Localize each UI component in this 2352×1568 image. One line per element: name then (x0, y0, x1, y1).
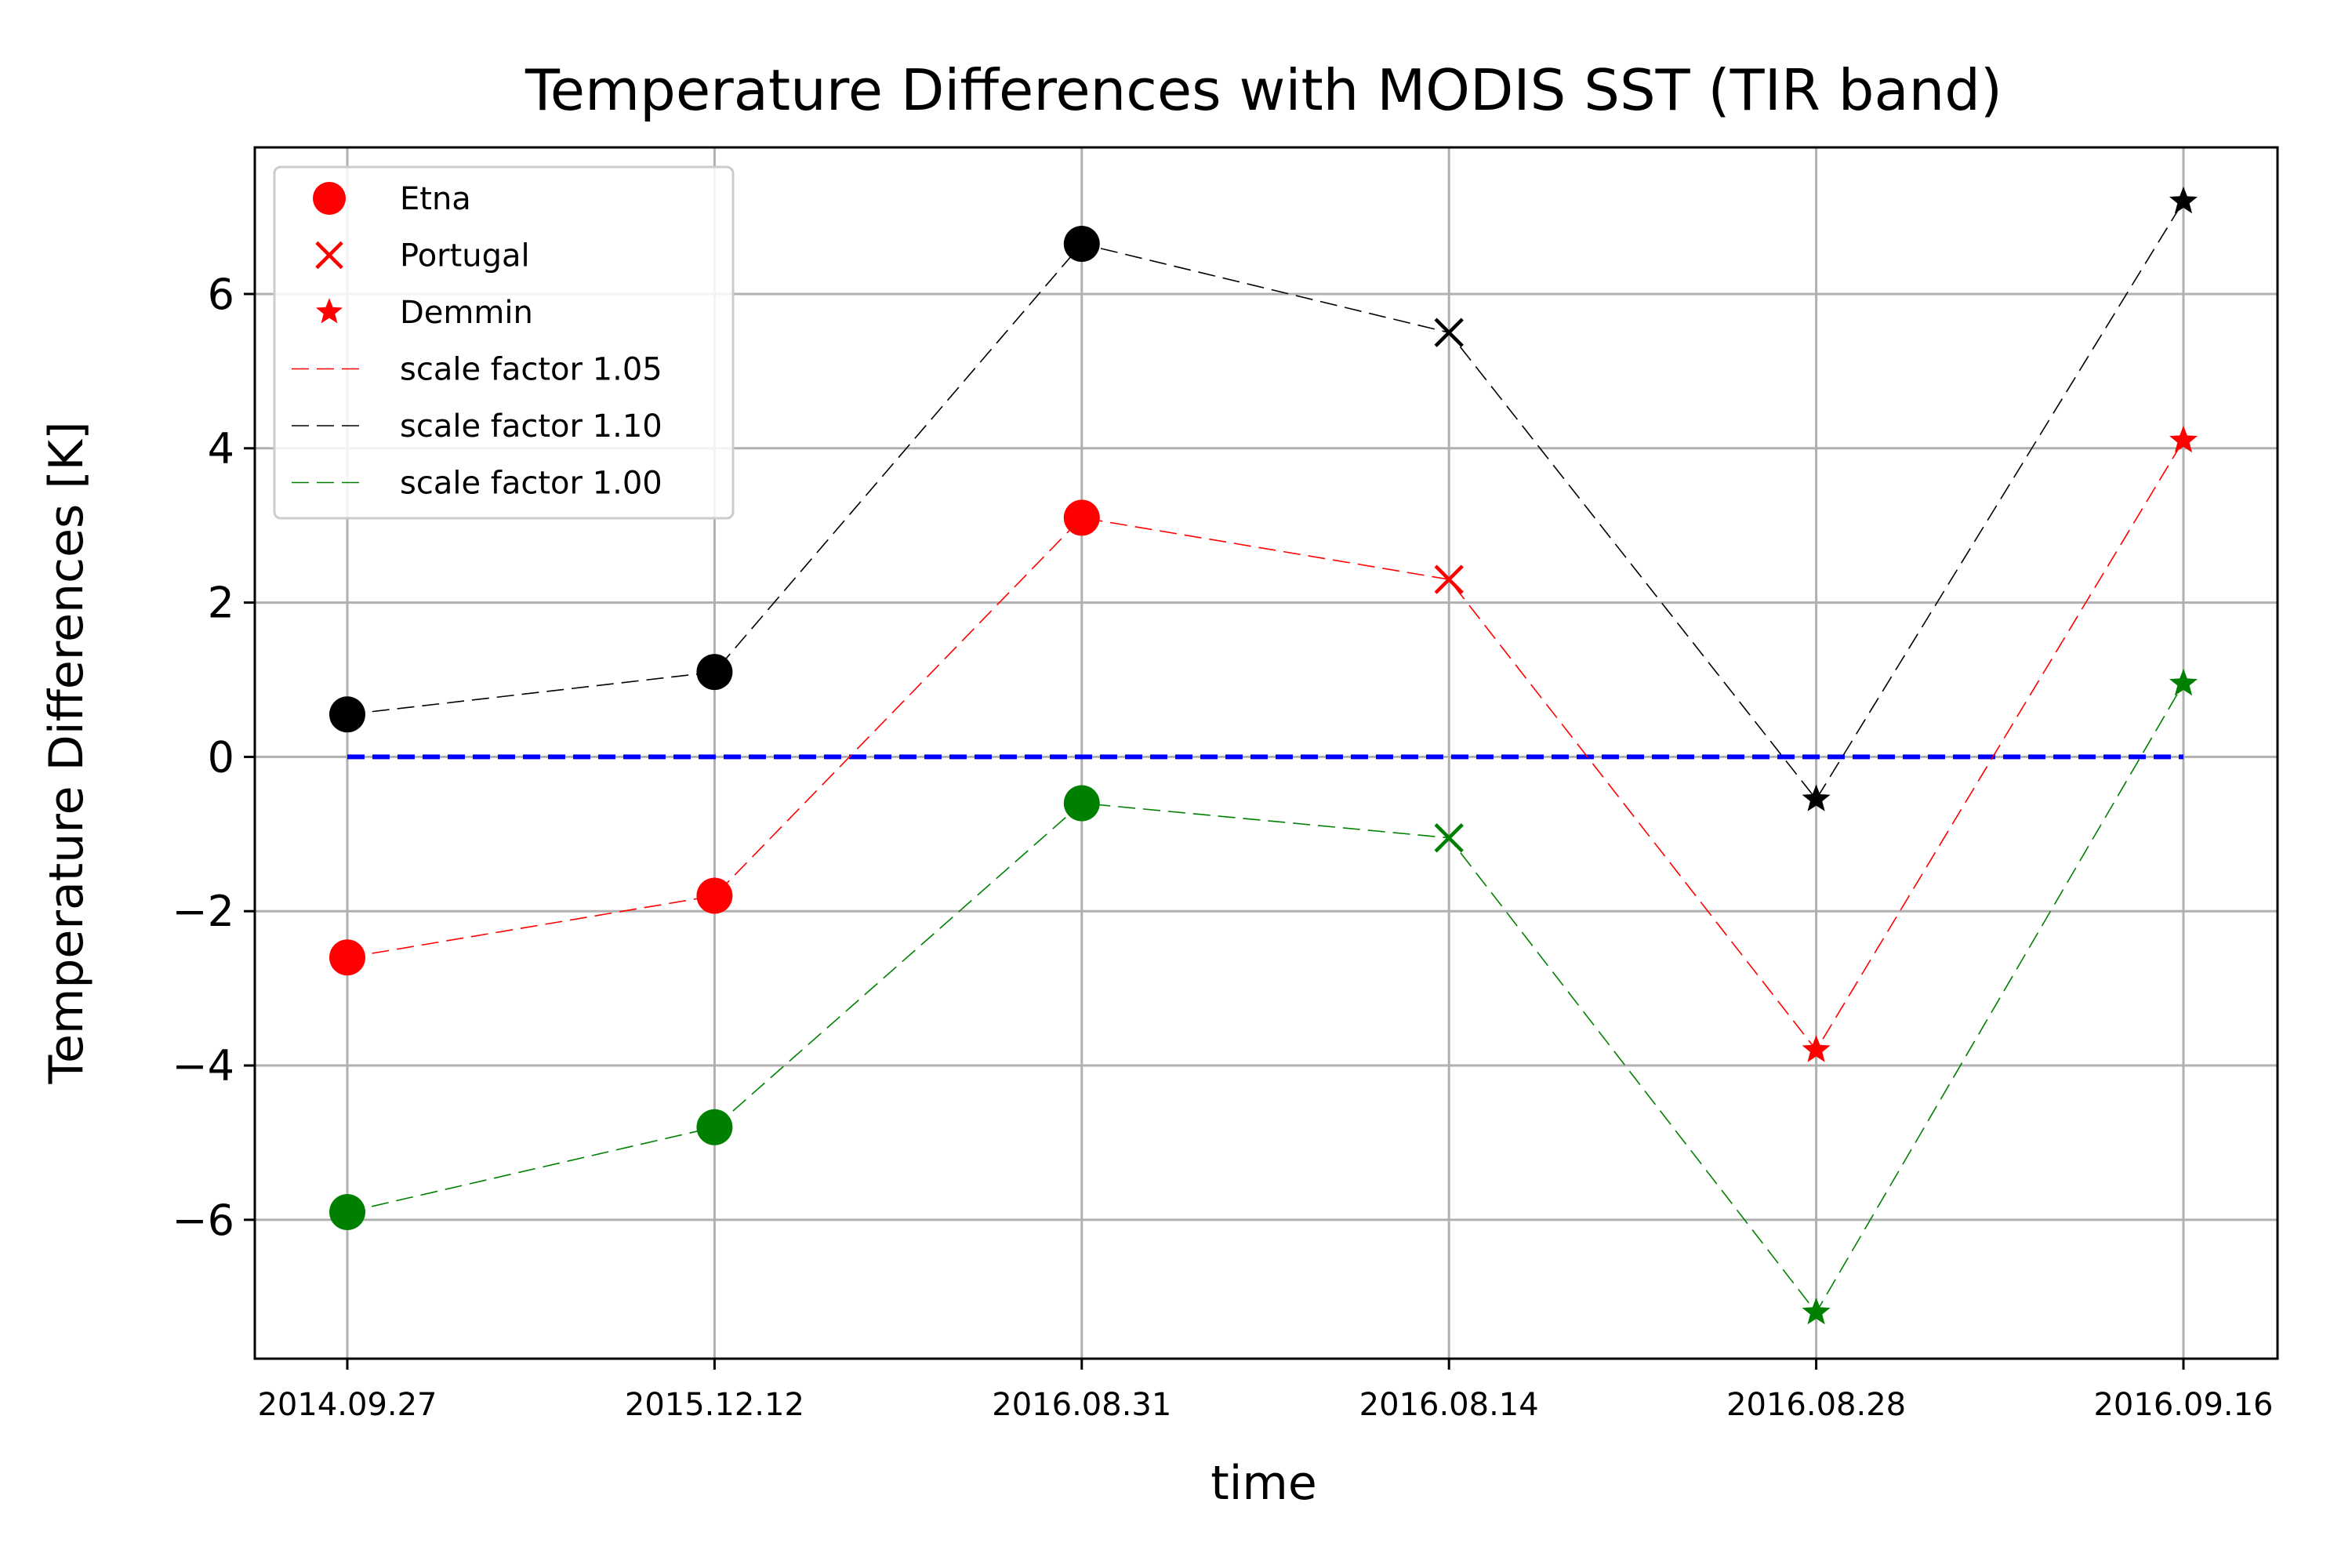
series-lines (347, 201, 2184, 1314)
data-point-etna (329, 696, 365, 733)
chart-title: Temperature Differences with MODIS SST (… (524, 57, 2002, 123)
legend-entry: Demmin (316, 295, 533, 331)
y-tick-label: −2 (172, 887, 234, 936)
legend-label: Portugal (400, 238, 530, 274)
series-line-2 (347, 201, 2184, 800)
x-ticks: 2014.09.27 2015.12.12 2016.08.31 2016.08.14… (257, 1359, 2274, 1423)
legend-label: scale factor 1.05 (400, 352, 662, 388)
data-point-etna (696, 1109, 733, 1145)
data-point-etna (1063, 785, 1100, 822)
y-tick-label: −4 (172, 1041, 234, 1091)
x-tick-label: 2015.12.12 (625, 1387, 804, 1423)
data-point-demmin (2169, 187, 2198, 214)
legend-entry: Portugal (315, 238, 530, 274)
x-tick-label: 2016.08.14 (1359, 1387, 1539, 1423)
y-tick-label: 2 (208, 579, 234, 628)
data-point-portugal (1434, 564, 1464, 594)
y-axis-label: Temperature Differences [K] (39, 422, 94, 1085)
data-point-etna (1063, 499, 1100, 536)
legend: Etna Portugal Demmin scale factor 1.05 scale… (273, 165, 735, 520)
data-point-demmin (1802, 784, 1831, 811)
data-point-demmin (1802, 1035, 1831, 1062)
legend-x-marker (315, 241, 343, 270)
data-point-demmin (1802, 1298, 1831, 1325)
legend-label: Etna (400, 181, 471, 217)
y-tick-label: 4 (208, 424, 234, 474)
data-point-etna (329, 939, 365, 976)
data-markers (329, 187, 2198, 1325)
data-point-portugal (1434, 318, 1464, 347)
legend-circle-marker (313, 182, 346, 215)
data-point-etna (696, 654, 733, 691)
legend-box (273, 165, 735, 520)
data-point-etna (696, 877, 733, 914)
legend-label: scale factor 1.00 (400, 466, 662, 502)
data-point-portugal (1434, 823, 1464, 853)
x-tick-label: 2016.08.31 (992, 1387, 1171, 1423)
data-point-demmin (2169, 669, 2198, 696)
data-point-demmin (2169, 426, 2198, 453)
x-axis-label: time (1210, 1456, 1317, 1511)
legend-label: scale factor 1.10 (400, 408, 662, 445)
plot-frame (253, 146, 2279, 1360)
legend-entry: scale factor 1.05 (292, 352, 662, 388)
y-tick-label: 6 (208, 270, 234, 319)
y-ticks: −6 −4 −2 0 2 4 6 (172, 270, 255, 1245)
series-line-1 (347, 440, 2184, 1051)
data-point-etna (1063, 226, 1100, 263)
legend-entry: scale factor 1.10 (292, 408, 662, 445)
series-line-3 (347, 683, 2184, 1314)
y-tick-label: −6 (172, 1196, 234, 1245)
legend-entry: scale factor 1.00 (292, 466, 662, 502)
x-tick-label: 2014.09.27 (257, 1387, 437, 1423)
x-tick-label: 2016.08.28 (1726, 1387, 1906, 1423)
x-tick-label: 2016.09.16 (2093, 1387, 2273, 1423)
legend-entry: Etna (313, 181, 471, 217)
y-tick-label: 0 (208, 732, 234, 782)
legend-star-marker (316, 298, 343, 324)
legend-label: Demmin (400, 295, 533, 331)
data-point-etna (329, 1194, 365, 1231)
